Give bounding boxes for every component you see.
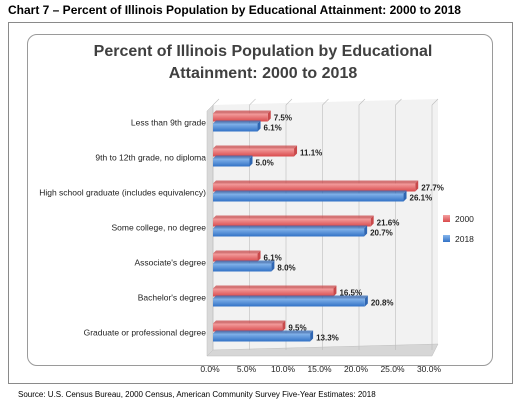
data-label-2018: 5.0% (256, 159, 274, 168)
bar-top-2000 (213, 180, 419, 184)
x-tick-label: 15.0% (307, 364, 332, 374)
data-label-2000: 11.1% (300, 149, 322, 158)
gridline-top-4 (358, 98, 366, 106)
bar-top-2018 (213, 190, 407, 194)
x-tick-label: 5.0% (237, 364, 257, 374)
bar-end-2000 (370, 215, 374, 227)
bar-2018 (213, 158, 250, 167)
bar-2018 (213, 193, 404, 202)
bar-2000 (213, 183, 416, 192)
bar-2000 (213, 113, 268, 122)
bar-top-2000 (213, 285, 337, 289)
x-tick-label: 30.0% (417, 364, 442, 374)
chart-title-line-1: Percent of Illinois Population by Educat… (94, 43, 433, 60)
chart-caption: Chart 7 – Percent of Illinois Population… (8, 3, 461, 17)
legend-label-2018: 2018 (455, 234, 474, 244)
bar-2018 (213, 263, 272, 272)
gridline-top-6 (431, 98, 439, 106)
bar-2000 (213, 323, 283, 332)
data-label-2000: 6.1% (264, 254, 282, 263)
bar-top-2018 (213, 120, 261, 124)
bar-2000 (213, 218, 371, 227)
gridline-top-2 (285, 98, 293, 106)
bar-top-2000 (213, 320, 286, 324)
data-label-2018: 26.1% (410, 194, 433, 203)
data-label-2018: 8.0% (277, 264, 295, 273)
bar-end-2018 (310, 330, 314, 342)
gridline-top-5 (395, 98, 402, 106)
bar-top-2000 (213, 145, 298, 149)
bar-2000 (213, 288, 334, 297)
data-label-2018: 6.1% (264, 124, 282, 133)
bar-end-2018 (249, 155, 253, 167)
bar-top-2000 (213, 250, 261, 254)
bar-end-2000 (267, 110, 271, 122)
bar-top-2018 (213, 155, 253, 159)
bar-2018 (213, 333, 311, 342)
bar-end-2018 (403, 190, 407, 202)
data-label-2018: 20.7% (370, 229, 393, 238)
source-note: Source: U.S. Census Bureau, 2000 Census,… (18, 390, 376, 399)
x-tick-label: 10.0% (271, 364, 296, 374)
plot-sidewall (206, 104, 214, 357)
bar-top-2000 (213, 215, 374, 219)
category-label: Bachelor's degree (138, 293, 207, 303)
data-label-2018: 20.8% (371, 299, 394, 308)
data-label-2000: 7.5% (274, 114, 292, 123)
x-tick-label: 20.0% (344, 364, 369, 374)
gridline-top-0 (212, 98, 220, 106)
bar-end-2000 (257, 250, 261, 262)
category-label: 9th to 12th grade, no diploma (95, 153, 206, 163)
bar-end-2018 (364, 295, 368, 307)
x-tick-label: 0.0% (200, 364, 220, 374)
bar-2018 (213, 298, 365, 307)
bar-end-2000 (282, 320, 286, 332)
legend-swatch-2000 (443, 215, 450, 222)
bar-top-2000 (213, 110, 271, 114)
gridline-top-3 (322, 98, 329, 106)
category-label: Some college, no degree (111, 223, 206, 233)
bar-end-2000 (294, 145, 298, 157)
x-tick-label: 25.0% (380, 364, 405, 374)
bar-end-2000 (415, 180, 419, 192)
gridline-top-1 (249, 98, 256, 106)
bar-2018 (213, 123, 258, 132)
bar-end-2018 (257, 120, 261, 132)
chart-title-line-2: Attainment: 2000 to 2018 (169, 65, 358, 82)
bar-top-2018 (213, 330, 314, 334)
category-label: High school graduate (includes equivalen… (39, 188, 206, 198)
legend-swatch-2018 (443, 235, 450, 242)
bar-2018 (213, 228, 365, 237)
data-label-2000: 27.7% (421, 184, 444, 193)
category-label: Associate's degree (134, 258, 206, 268)
legend-label-2000: 2000 (455, 214, 474, 224)
bar-top-2018 (213, 225, 368, 229)
bar-end-2000 (333, 285, 337, 297)
category-label: Graduate or professional degree (84, 328, 207, 338)
data-label-2000: 9.5% (288, 324, 306, 333)
bar-top-2018 (213, 295, 368, 299)
bar-2000 (213, 253, 258, 262)
data-label-2000: 16.5% (339, 289, 362, 298)
bar-2000 (213, 148, 295, 157)
data-label-2000: 21.6% (377, 219, 400, 228)
data-label-2018: 13.3% (316, 334, 339, 343)
bar-end-2018 (271, 260, 275, 272)
category-label: Less than 9th grade (131, 118, 206, 128)
bar-end-2018 (364, 225, 368, 237)
bar-top-2018 (213, 260, 275, 264)
